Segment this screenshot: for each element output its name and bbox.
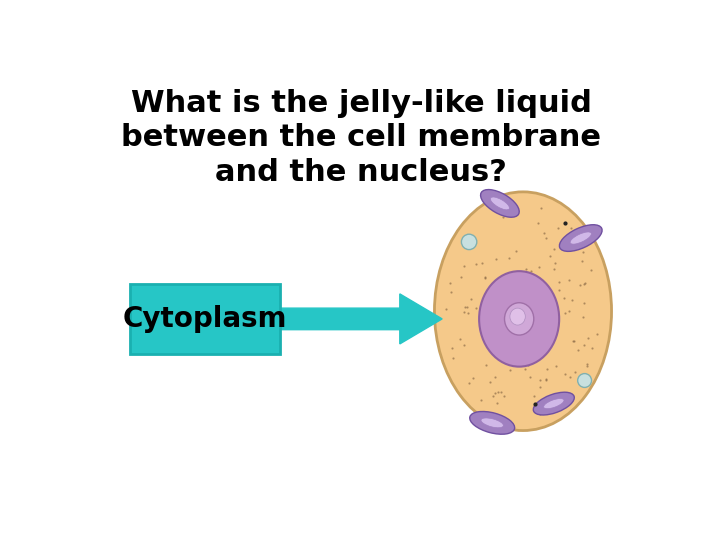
Ellipse shape [479, 271, 559, 367]
Ellipse shape [577, 374, 592, 387]
Ellipse shape [490, 197, 510, 210]
Ellipse shape [469, 411, 515, 434]
Ellipse shape [434, 192, 611, 430]
FancyArrow shape [281, 294, 442, 344]
Text: between the cell membrane: between the cell membrane [121, 124, 601, 152]
Text: Cytoplasm: Cytoplasm [123, 305, 287, 333]
FancyBboxPatch shape [130, 284, 281, 354]
Ellipse shape [544, 399, 564, 409]
Ellipse shape [505, 303, 534, 335]
Ellipse shape [559, 225, 602, 252]
Ellipse shape [570, 232, 591, 244]
Ellipse shape [480, 190, 519, 217]
Ellipse shape [481, 418, 503, 428]
Ellipse shape [510, 308, 526, 325]
Text: and the nucleus?: and the nucleus? [215, 158, 507, 187]
Ellipse shape [534, 392, 575, 415]
Text: What is the jelly-like liquid: What is the jelly-like liquid [131, 89, 592, 118]
Ellipse shape [462, 234, 477, 249]
